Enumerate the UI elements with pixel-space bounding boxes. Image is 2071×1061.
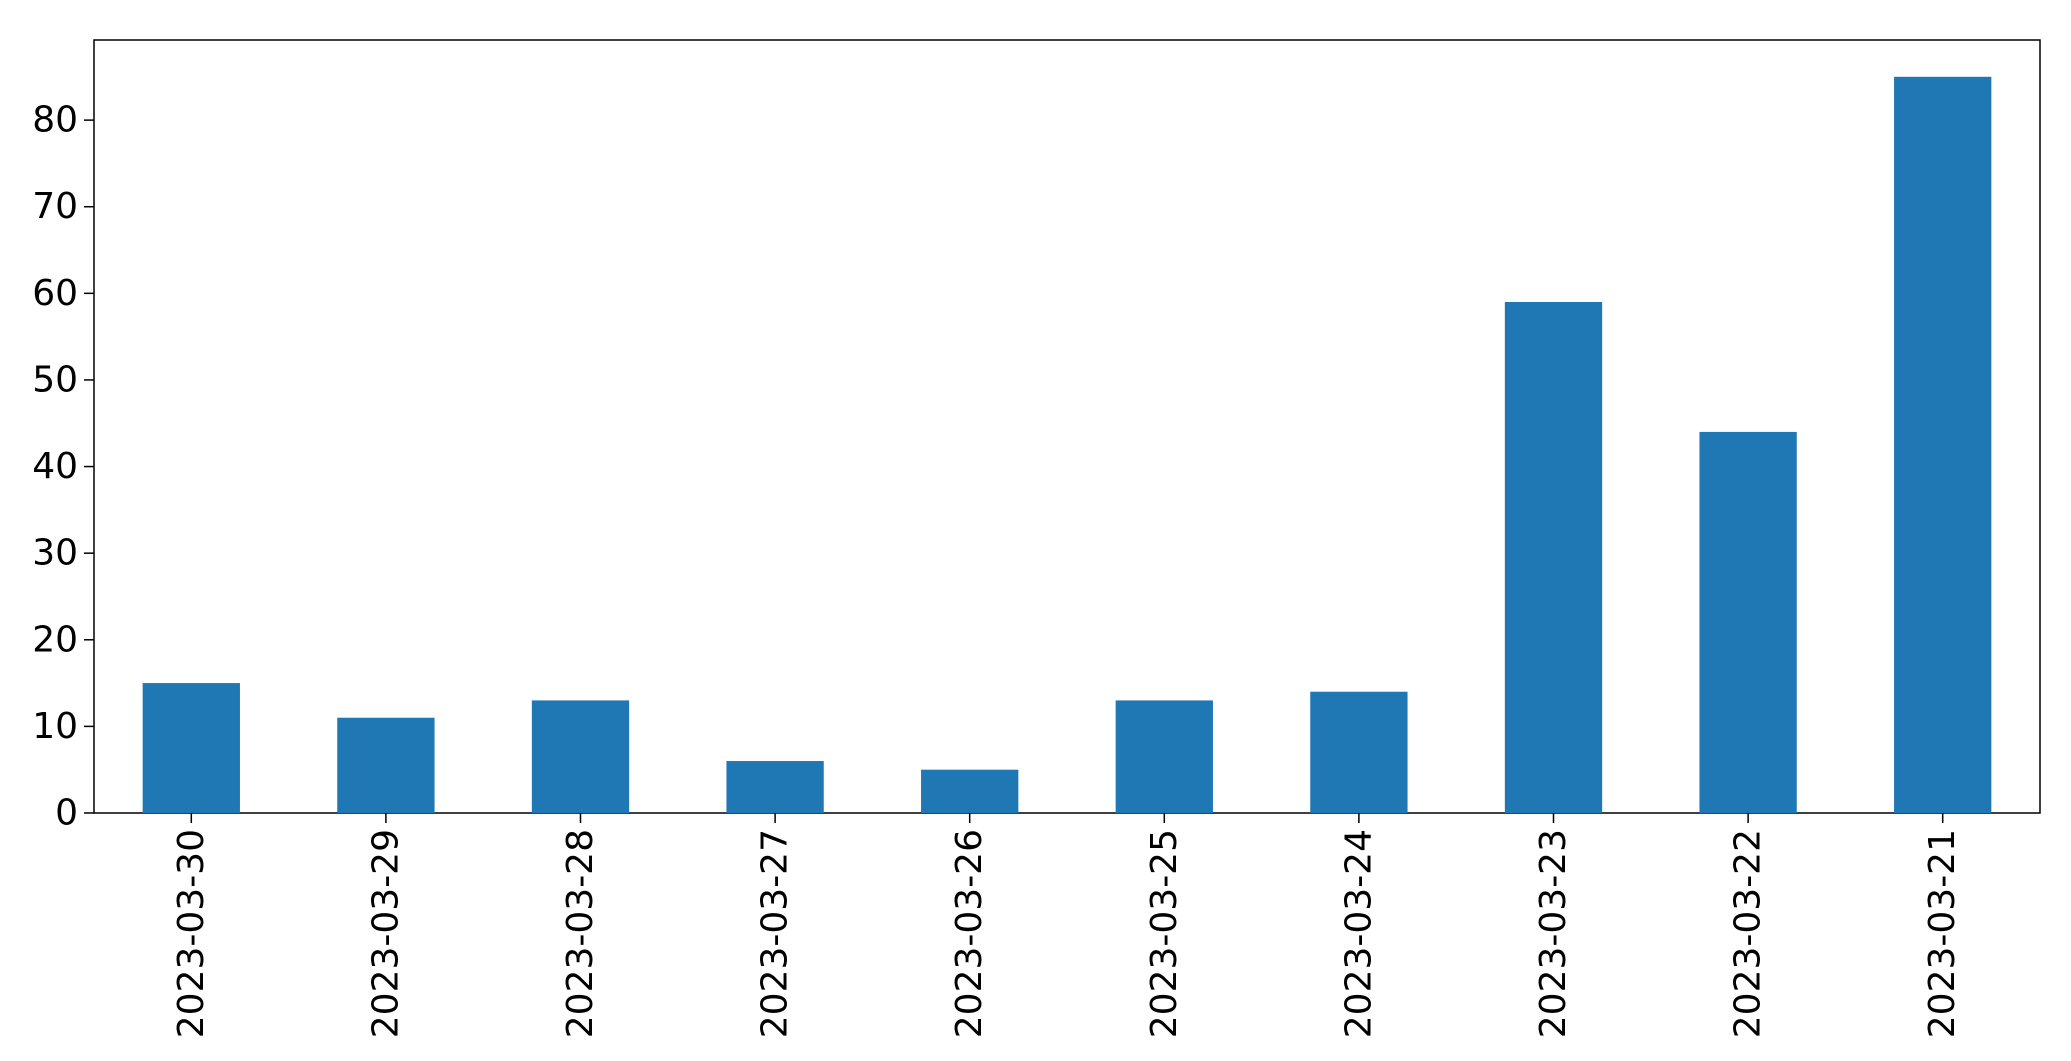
bar-2023-03-21 [1894, 76, 1992, 814]
y-tick-label: 50 [32, 359, 78, 400]
y-tick-label: 40 [32, 446, 78, 487]
y-axis: 0 10 20 30 40 50 60 70 80 [32, 100, 94, 834]
x-tick-label: 2023-03-25 [1144, 829, 1185, 1038]
bar-2023-03-30 [142, 683, 240, 813]
x-tick-label: 2023-03-24 [1338, 829, 1379, 1038]
bar-2023-03-26 [921, 769, 1019, 813]
y-tick-label: 20 [32, 619, 78, 660]
bar-2023-03-25 [1115, 700, 1213, 813]
y-tick-label: 60 [32, 273, 78, 314]
x-tick-label: 2023-03-30 [171, 829, 212, 1038]
x-tick-label: 2023-03-29 [365, 829, 406, 1038]
x-tick-label: 2023-03-22 [1728, 829, 1769, 1038]
y-tick-label: 0 [55, 793, 78, 834]
x-tick-label: 2023-03-28 [560, 829, 601, 1038]
y-tick-label: 80 [32, 100, 78, 141]
x-tick-label: 2023-03-23 [1533, 829, 1574, 1038]
x-tick-label: 2023-03-21 [1922, 829, 1963, 1038]
y-tick-label: 10 [32, 706, 78, 747]
bar-2023-03-28 [531, 700, 630, 813]
y-tick-label: 70 [32, 186, 78, 227]
x-tick-label: 2023-03-27 [755, 829, 796, 1038]
bar-2023-03-23 [1504, 301, 1603, 813]
x-tick-label: 2023-03-26 [949, 829, 990, 1038]
bar-2023-03-24 [1310, 691, 1408, 813]
bars-group [142, 76, 1992, 814]
bar-2023-03-29 [337, 717, 435, 813]
y-tick-label: 30 [32, 533, 78, 574]
bar-2023-03-27 [726, 761, 824, 813]
bar-2023-03-22 [1699, 431, 1797, 813]
x-axis: 2023-03-30 2023-03-29 2023-03-28 2023-03-27… [171, 813, 1963, 1038]
